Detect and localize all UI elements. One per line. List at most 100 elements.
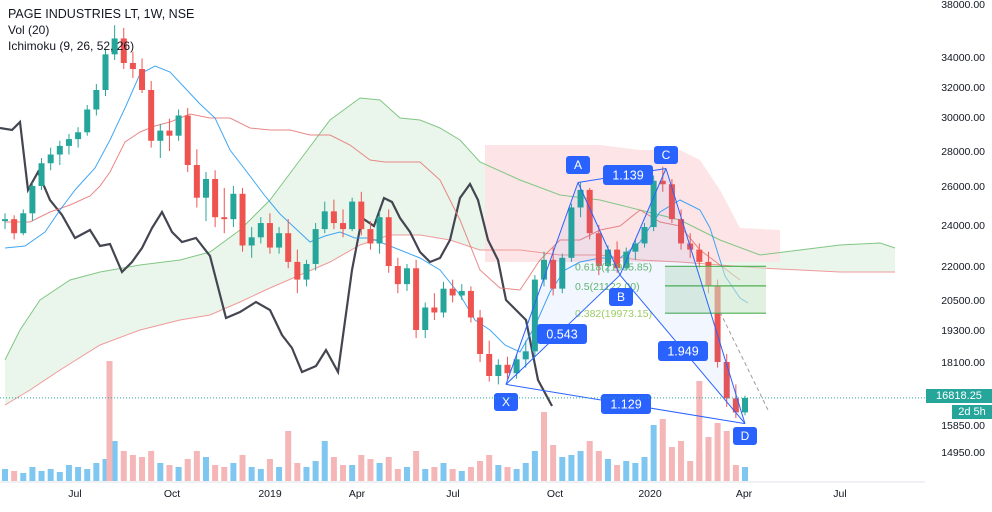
volume-bar (120, 451, 127, 481)
volume-bar (486, 455, 493, 481)
pattern-point-label: C (662, 148, 671, 162)
volume-bar (659, 419, 666, 481)
candle-body (742, 397, 748, 413)
volume-bar (623, 461, 630, 481)
fib-level-label: 0.382(19973.15) (575, 308, 652, 320)
volume-bar (522, 463, 529, 481)
volume-bar (193, 451, 200, 481)
candle-body (340, 223, 347, 230)
volume-bar (431, 467, 438, 481)
candle-body (20, 213, 27, 234)
volume-bar (340, 465, 347, 481)
volume-bar (687, 461, 694, 481)
volume-bar (577, 451, 584, 481)
candle-body (522, 351, 529, 360)
volume-bar (20, 473, 27, 481)
time-tick-label: Apr (736, 488, 753, 500)
chart-legend: PAGE INDUSTRIES LT, 1W, NSE Vol (20) Ich… (8, 6, 194, 54)
volume-bar (531, 451, 538, 481)
volume-bar (239, 455, 246, 481)
price-tick-label: 34000.00 (941, 52, 985, 64)
candle-body (732, 398, 739, 413)
volume-bar (84, 469, 91, 481)
volume-bar (732, 465, 739, 481)
candle-body (513, 359, 520, 374)
volume-bar (586, 441, 593, 481)
candle-body (93, 90, 100, 110)
price-tick-label: 20500.00 (941, 295, 985, 307)
candle-body (385, 217, 392, 266)
legend-ichimoku[interactable]: Ichimoku (9, 26, 52, 26) (8, 39, 135, 53)
candle-body (193, 165, 200, 198)
price-tick-label: 22000.00 (941, 261, 985, 273)
volume-bar (221, 467, 228, 481)
candle-body (714, 286, 721, 362)
volume-bar (696, 381, 703, 481)
pattern-point-box (494, 393, 518, 411)
chikou-lagging-line (0, 119, 553, 407)
candle-body (47, 154, 54, 164)
time-tick-label: Apr (349, 488, 366, 500)
candle-body (84, 109, 91, 133)
pattern-point-box (733, 427, 757, 445)
candle-body (458, 290, 465, 296)
candle-body (38, 163, 45, 186)
candle-body (586, 189, 593, 234)
candle-body (550, 259, 557, 289)
volume-bar (449, 469, 456, 481)
volume-bars (2, 361, 748, 481)
volume-bar (202, 457, 209, 481)
volume-bar (349, 465, 356, 481)
time-tick-label: Oct (547, 488, 563, 500)
pattern-point-label: X (502, 395, 510, 409)
volume-bar (285, 431, 292, 481)
pattern-ratio-box (537, 324, 587, 344)
candle-body (367, 229, 374, 244)
volume-bar (568, 455, 575, 481)
candle-body (184, 115, 191, 165)
price-tick-label: 19300.00 (941, 325, 985, 337)
time-axis: Jul Oct 2019 Apr Jul Oct 2020 Apr Jul (68, 488, 846, 500)
volume-bar (422, 469, 429, 481)
candle-body (312, 229, 319, 264)
candle-body (56, 145, 63, 155)
time-tick-label: Jul (446, 488, 459, 500)
volume-bar (458, 471, 465, 481)
candle-body (486, 354, 493, 376)
volume-bar (266, 459, 273, 481)
candle-body (495, 364, 502, 376)
pattern-point-label: B (617, 290, 625, 304)
volume-bar (11, 471, 18, 481)
volume-bar (477, 461, 484, 481)
candle-body (321, 211, 328, 230)
candle-body (696, 249, 703, 262)
volume-bar (75, 467, 82, 481)
legend-volume[interactable]: Vol (20) (8, 23, 50, 37)
legend-symbol[interactable]: PAGE INDUSTRIES LT, 1W, NSE (8, 7, 195, 21)
time-tick-label: Oct (164, 488, 180, 500)
senkou-span-a (4, 97, 896, 361)
pattern-point-label: D (741, 429, 750, 443)
candle-body (394, 266, 401, 285)
last-price-badge: 16818.25 (926, 389, 992, 403)
volume-bar (705, 437, 712, 481)
candle-body (349, 201, 356, 230)
volume-bar (56, 472, 63, 481)
volume-bar (394, 469, 401, 481)
kijun-sen-line (5, 113, 741, 291)
price-tick-label: 15850.00 (941, 420, 985, 432)
candle-body (285, 233, 292, 262)
candle-body (239, 193, 246, 246)
pattern-leg (619, 168, 667, 276)
volume-bar (604, 459, 611, 481)
candle-body (294, 261, 301, 280)
candle-body (202, 179, 209, 198)
volume-bar (294, 463, 301, 481)
candle-body (358, 201, 365, 230)
price-tick-label: 26000.00 (941, 181, 985, 193)
volume-bar (742, 467, 748, 481)
price-axis: 38000.00 34000.00 32000.00 30000.00 28000.00… (941, 0, 985, 459)
candle-body (422, 307, 429, 330)
